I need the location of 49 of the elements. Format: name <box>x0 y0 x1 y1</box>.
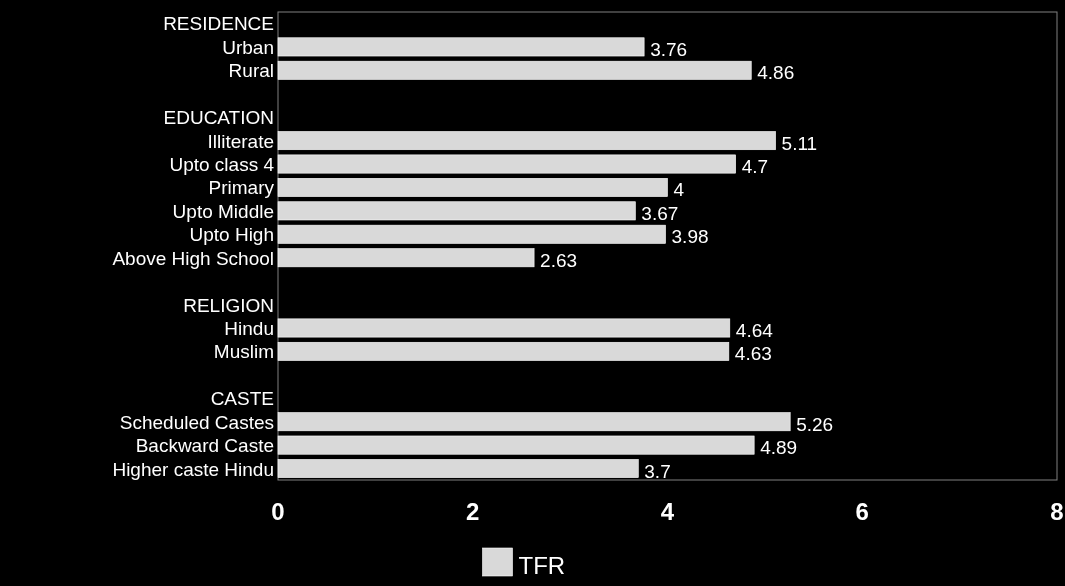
y-tick-label: Muslim <box>213 341 274 363</box>
bar <box>277 178 668 197</box>
bar <box>277 60 752 80</box>
bar <box>277 37 645 57</box>
y-tick-label: Primary <box>208 177 275 199</box>
data-label: 4.64 <box>735 319 774 341</box>
data-label: 2.63 <box>540 249 578 271</box>
bar <box>277 131 776 151</box>
y-tick-label: Upto High <box>189 224 274 246</box>
bar <box>277 154 736 174</box>
x-tick-label: 4 <box>660 498 675 525</box>
data-label: 5.26 <box>796 413 834 435</box>
bar <box>277 318 731 338</box>
y-tick-label: RELIGION <box>183 294 274 316</box>
y-tick-label: RESIDENCE <box>163 13 274 35</box>
y-tick-label: EDUCATION <box>163 107 274 129</box>
data-label: 3.7 <box>644 460 671 482</box>
y-tick-label: Urban <box>222 36 274 58</box>
bar <box>277 224 666 244</box>
y-tick-label: Illiterate <box>207 130 274 152</box>
data-label: 4.7 <box>741 156 769 178</box>
data-label: 4.86 <box>757 62 795 84</box>
bar <box>277 459 639 478</box>
data-label: 4.89 <box>760 437 798 459</box>
bar <box>277 435 755 455</box>
data-label: 3.98 <box>671 226 709 248</box>
bar <box>277 248 535 268</box>
data-label: 5.11 <box>781 132 818 154</box>
y-tick-label: Hindu <box>224 317 274 339</box>
y-tick-label: Rural <box>228 60 274 82</box>
x-tick-label: 0 <box>271 498 285 525</box>
data-label: 3.67 <box>641 202 679 224</box>
y-tick-label: CASTE <box>210 388 274 410</box>
legend-label: TFR <box>518 552 566 579</box>
bar <box>277 201 636 221</box>
y-tick-label: Upto Middle <box>172 200 274 222</box>
bar <box>277 341 730 361</box>
bar <box>277 412 791 432</box>
y-tick-label: Upto class 4 <box>169 154 275 176</box>
data-label: 4.63 <box>734 343 772 365</box>
y-tick-label: Scheduled Castes <box>119 411 274 433</box>
x-tick-label: 8 <box>1050 498 1064 525</box>
x-tick-label: 2 <box>466 498 480 525</box>
x-tick-label: 6 <box>855 498 869 525</box>
y-tick-label: Above High School <box>112 247 274 269</box>
y-tick-label: Backward Caste <box>135 435 274 457</box>
data-label: 4 <box>673 179 685 201</box>
data-label: 3.76 <box>650 38 688 60</box>
y-tick-label: Higher caste Hindu <box>112 458 274 480</box>
